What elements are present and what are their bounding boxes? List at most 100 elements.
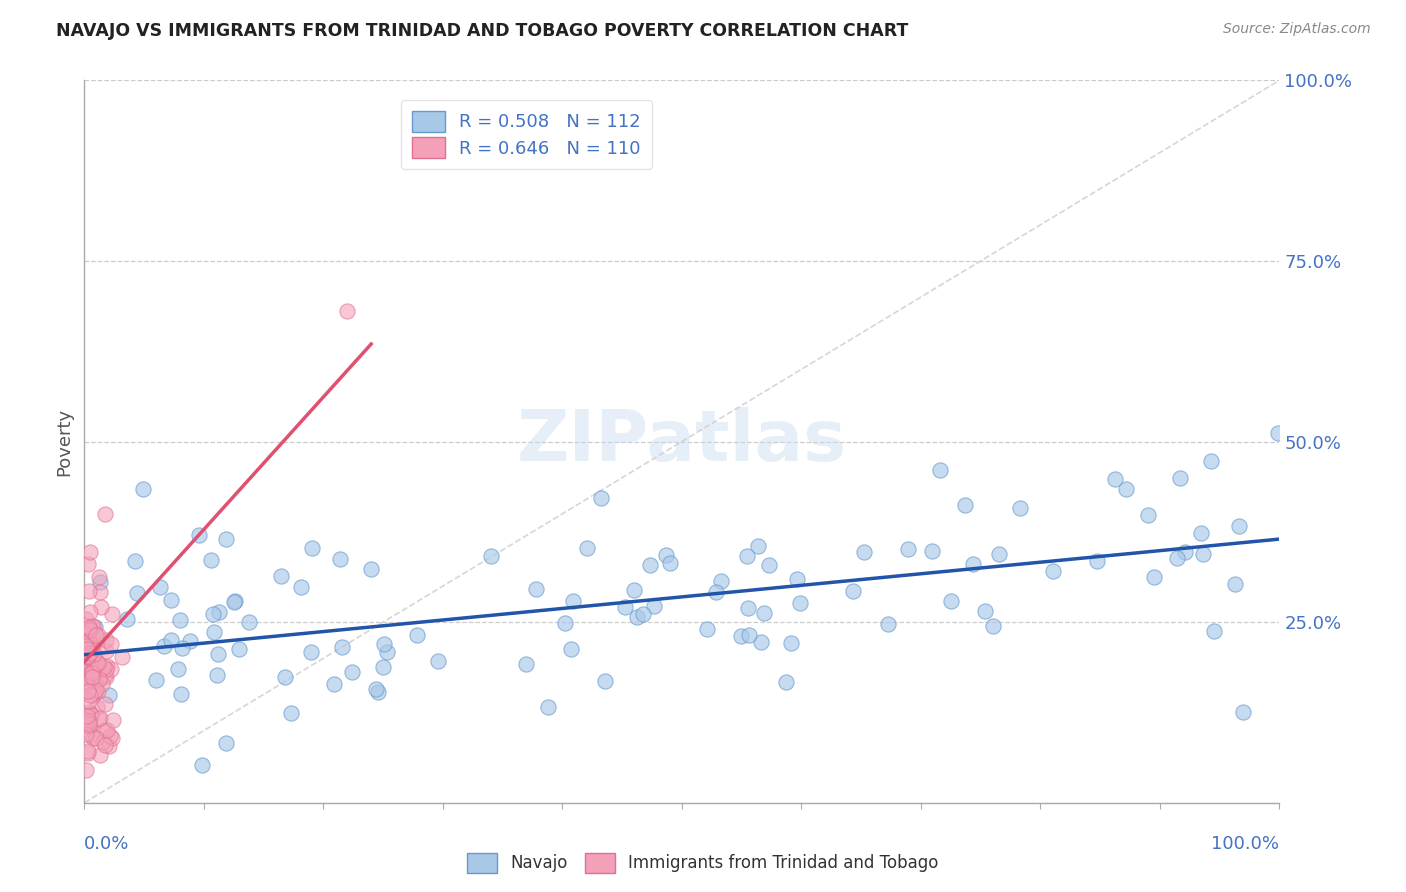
Point	[405, 628, 427, 642]
Point	[371, 660, 394, 674]
Point	[1042, 564, 1064, 578]
Point	[100, 637, 122, 651]
Point	[82, 618, 104, 632]
Point	[98, 739, 121, 753]
Point	[1192, 547, 1215, 561]
Point	[93, 735, 115, 749]
Point	[89, 575, 111, 590]
Point	[270, 569, 292, 583]
Point	[75, 657, 97, 671]
Point	[77, 583, 100, 598]
Point	[159, 632, 181, 647]
Point	[76, 746, 98, 760]
Point	[76, 681, 98, 696]
Point	[658, 556, 681, 570]
Point	[737, 601, 759, 615]
Point	[1166, 550, 1188, 565]
Point	[1085, 554, 1108, 568]
Point	[82, 619, 104, 633]
Point	[638, 558, 661, 573]
Point	[377, 644, 399, 658]
Point	[77, 622, 100, 636]
Point	[1143, 570, 1166, 584]
Point	[76, 642, 98, 657]
Point	[775, 675, 797, 690]
Point	[75, 716, 97, 731]
Point	[202, 624, 225, 639]
Point	[479, 549, 502, 563]
Text: 0.0%: 0.0%	[84, 835, 129, 854]
Point	[94, 697, 117, 711]
Point	[1204, 624, 1226, 639]
Point	[737, 628, 759, 642]
Point	[84, 683, 107, 698]
Point	[560, 642, 582, 657]
Point	[84, 628, 107, 642]
Point	[75, 676, 97, 690]
Point	[94, 662, 117, 676]
Y-axis label: Poverty: Poverty	[55, 408, 73, 475]
Point	[75, 670, 97, 684]
Point	[170, 687, 193, 701]
Point	[214, 736, 236, 750]
Point	[75, 726, 97, 740]
Point	[79, 719, 101, 733]
Point	[841, 583, 863, 598]
Point	[77, 642, 100, 657]
Point	[149, 580, 172, 594]
Point	[655, 549, 678, 563]
Point	[704, 584, 727, 599]
Text: 100.0%: 100.0%	[1212, 835, 1279, 854]
Point	[76, 714, 98, 729]
Point	[589, 491, 612, 505]
Point	[152, 639, 174, 653]
Point	[79, 710, 101, 724]
Point	[747, 540, 769, 554]
Point	[89, 711, 111, 725]
Point	[623, 583, 645, 598]
Point	[96, 643, 118, 657]
Point	[96, 658, 118, 673]
Point	[80, 636, 103, 650]
Point	[77, 620, 100, 634]
Point	[86, 654, 108, 668]
Point	[117, 612, 139, 626]
Point	[101, 713, 124, 727]
Point	[939, 594, 962, 608]
Point	[631, 607, 654, 622]
Point	[205, 667, 228, 681]
Point	[786, 572, 808, 586]
Point	[188, 527, 211, 541]
Point	[80, 665, 103, 679]
Point	[1010, 501, 1032, 516]
Point	[575, 541, 598, 555]
Point	[852, 545, 875, 559]
Point	[76, 709, 98, 723]
Point	[90, 661, 112, 675]
Point	[228, 642, 250, 657]
Point	[1104, 472, 1126, 486]
Point	[537, 700, 560, 714]
Point	[96, 670, 118, 684]
Point	[200, 553, 222, 567]
Point	[77, 717, 100, 731]
Point	[554, 616, 576, 631]
Point	[524, 582, 547, 597]
Text: Source: ZipAtlas.com: Source: ZipAtlas.com	[1223, 22, 1371, 37]
Point	[100, 662, 122, 676]
Point	[758, 558, 780, 573]
Point	[561, 594, 583, 608]
Point	[86, 628, 108, 642]
Point	[1232, 706, 1254, 720]
Point	[101, 731, 124, 745]
Point	[98, 688, 121, 702]
Point	[79, 650, 101, 665]
Point	[77, 650, 100, 665]
Point	[83, 659, 105, 673]
Point	[94, 723, 117, 737]
Point	[77, 719, 100, 733]
Point	[75, 634, 97, 648]
Point	[953, 498, 976, 512]
Point	[77, 634, 100, 648]
Point	[224, 595, 246, 609]
